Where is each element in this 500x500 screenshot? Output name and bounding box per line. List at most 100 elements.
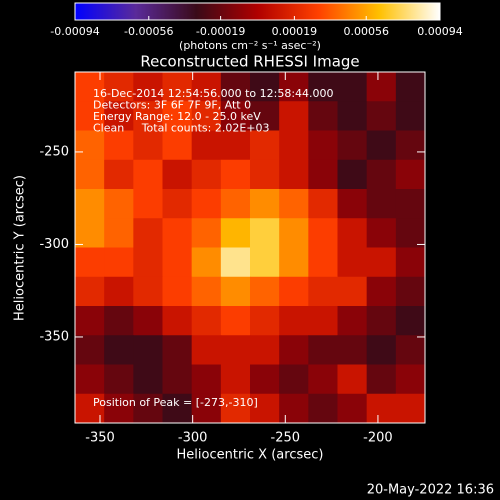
annotation: Clean Total counts: 2.02E+03: [93, 122, 270, 135]
heatmap-cell: [395, 72, 426, 102]
heatmap-cell: [162, 189, 193, 219]
heatmap-cell: [395, 276, 426, 307]
x-tick-label: -300: [178, 431, 208, 446]
heatmap-cell: [191, 393, 222, 424]
heatmap-cell: [162, 247, 193, 278]
heatmap-cell: [337, 130, 368, 161]
heatmap-cell: [191, 306, 222, 336]
y-axis-label: Heliocentric Y (arcsec): [13, 175, 28, 321]
heatmap-cell: [191, 189, 222, 219]
heatmap-cell: [75, 101, 105, 131]
heatmap-cell: [191, 159, 222, 190]
heatmap-cell: [337, 335, 368, 365]
heatmap-cell: [75, 159, 105, 190]
colorbar-label: (photons cm⁻² s⁻¹ asec⁻²): [179, 39, 321, 52]
heatmap-cell: [104, 393, 134, 424]
heatmap-cell: [220, 393, 251, 424]
heatmap-cell: [395, 247, 426, 278]
heatmap-cell: [366, 247, 397, 278]
heatmap-cell: [308, 364, 338, 395]
chart-title: Reconstructed RHESSI Image: [140, 53, 359, 71]
heatmap-cell: [279, 218, 309, 248]
heatmap-cell: [250, 159, 280, 190]
heatmap-cell: [366, 393, 397, 424]
heatmap-cell: [133, 218, 163, 248]
colorbar: [74, 2, 441, 21]
colorbar-tick-label: 0.00094: [417, 25, 463, 38]
heatmap-cell: [191, 130, 222, 161]
heatmap-cell: [75, 218, 105, 248]
heatmap-cell: [220, 130, 251, 161]
heatmap-cell: [366, 189, 397, 219]
heatmap-cell: [337, 306, 368, 336]
heatmap-cell: [337, 101, 368, 131]
heatmap-cell: [162, 159, 193, 190]
heatmap-cell: [191, 101, 222, 131]
heatmap-cell: [337, 159, 368, 190]
x-axis-label: Heliocentric X (arcsec): [177, 448, 324, 463]
heatmap-cell: [191, 218, 222, 248]
heatmap-cell: [133, 364, 163, 395]
heatmap-cell: [279, 276, 309, 307]
heatmap-cell: [279, 72, 309, 102]
heatmap-cell: [162, 335, 193, 365]
heatmap-cell: [220, 247, 251, 278]
heatmap-cell: [250, 393, 280, 424]
heatmap-cell: [279, 306, 309, 336]
heatmap-cell: [104, 101, 134, 131]
heatmap-cell: [75, 189, 105, 219]
heatmap-cell: [162, 276, 193, 307]
heatmap-cell: [250, 276, 280, 307]
x-tick-label: -350: [85, 431, 115, 446]
heatmap-cell: [366, 130, 397, 161]
heatmap-cell: [104, 306, 134, 336]
heatmap-cell: [133, 335, 163, 365]
heatmap-cell: [75, 247, 105, 278]
colorbar-tick-label: -0.00019: [196, 25, 245, 38]
heatmap-cell: [104, 218, 134, 248]
heatmap-cell: [104, 364, 134, 395]
heatmap-cell: [366, 159, 397, 190]
heatmap-cell: [308, 335, 338, 365]
annotation: Detectors: 3F 6F 7F 9F, Att 0: [93, 99, 251, 112]
heatmap-cell: [133, 159, 163, 190]
y-tick-label: -300: [39, 237, 69, 252]
heatmap-cell: [133, 306, 163, 336]
y-tick-label: -350: [39, 329, 69, 344]
heatmap-cell: [337, 247, 368, 278]
colorbar-tick-label: -0.00056: [124, 25, 173, 38]
heatmap-cell: [337, 393, 368, 424]
heatmap-cell: [75, 130, 105, 161]
heatmap-cell: [279, 189, 309, 219]
heatmap-cell: [337, 218, 368, 248]
heatmap-cell: [75, 335, 105, 365]
heatmap-cell: [75, 364, 105, 395]
heatmap-cell: [220, 101, 251, 131]
heatmap-cell: [366, 218, 397, 248]
y-tick-label: -250: [39, 144, 69, 159]
heatmap: [75, 72, 426, 424]
heatmap-cell: [395, 364, 426, 395]
heatmap-cell: [104, 159, 134, 190]
heatmap-cell: [133, 276, 163, 307]
heatmap-cell: [308, 101, 338, 131]
heatmap-cell: [250, 335, 280, 365]
heatmap-cell: [395, 101, 426, 131]
heatmap-cell: [133, 393, 163, 424]
heatmap-cell: [133, 101, 163, 131]
heatmap-cell: [308, 159, 338, 190]
heatmap-cell: [308, 218, 338, 248]
heatmap-cell: [104, 72, 134, 102]
heatmap-cell: [220, 335, 251, 365]
heatmap-cell: [250, 247, 280, 278]
heatmap-cell: [395, 189, 426, 219]
heatmap-cell: [220, 159, 251, 190]
heatmap-cell: [250, 364, 280, 395]
heatmap-cell: [104, 276, 134, 307]
heatmap-cell: [162, 101, 193, 131]
heatmap-cell: [366, 306, 397, 336]
heatmap-cell: [133, 130, 163, 161]
heatmap-cell: [220, 276, 251, 307]
heatmap-cell: [75, 306, 105, 336]
